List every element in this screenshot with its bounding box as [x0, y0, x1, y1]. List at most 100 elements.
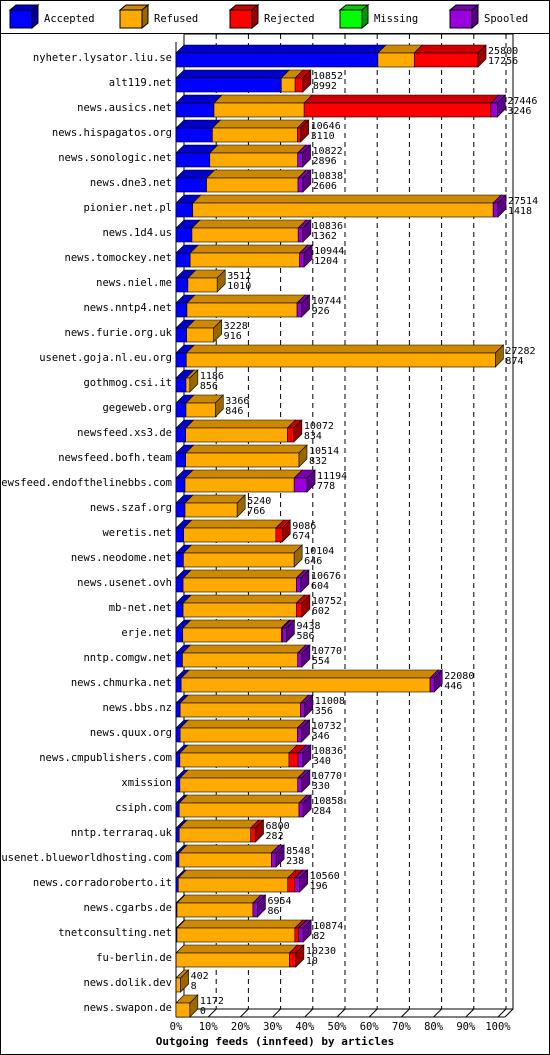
bar-segment	[175, 127, 213, 143]
bar-top	[180, 669, 439, 679]
y-tick-label: usenet.blueworldhosting.com	[1, 852, 172, 864]
bar-segment	[492, 202, 499, 218]
total-label: 3512	[227, 271, 251, 282]
bar-segment	[303, 102, 492, 118]
bar-segment	[209, 152, 299, 168]
bar-side	[302, 219, 312, 243]
legend-swatch	[119, 9, 143, 29]
bar-top	[182, 544, 303, 554]
x-tick-label: 50%	[328, 1021, 348, 1033]
bar-segment	[175, 527, 185, 543]
bar-segment	[297, 152, 303, 168]
bar-segment	[297, 127, 301, 143]
total-label: 10560	[310, 871, 340, 882]
bar-segment	[177, 877, 289, 893]
bar-segment	[175, 402, 187, 418]
accepted-label: 832	[309, 456, 327, 467]
y-tick-label: news.ausics.net	[77, 102, 172, 114]
legend-label: Rejected	[264, 13, 315, 25]
bar-segment	[191, 227, 299, 243]
bar-side	[180, 969, 189, 993]
y-tick-label: news.tomockey.net	[65, 252, 172, 264]
bar-side	[275, 844, 285, 868]
accepted-label: 356	[315, 706, 333, 717]
total-label: 3228	[224, 321, 248, 332]
total-label: 9086	[292, 521, 316, 532]
bar-top	[179, 694, 310, 704]
bar-segment	[186, 302, 298, 318]
accepted-label: 604	[311, 581, 329, 592]
legend-label: Spooled	[484, 13, 528, 25]
bar-side	[293, 419, 303, 443]
bar-segment	[176, 902, 254, 918]
bar-side	[477, 44, 487, 68]
bar-top	[177, 869, 297, 879]
accepted-label: 916	[224, 331, 242, 342]
y-tick-label: newsfeed.endofthelinebbs.com	[0, 477, 172, 489]
y-tick-label: news.cgarbs.de	[83, 902, 172, 914]
bar-segment	[183, 527, 277, 543]
bar-segment	[175, 702, 181, 718]
bar-segment	[280, 77, 296, 93]
total-label: 27514	[508, 196, 538, 207]
bar-side	[301, 594, 311, 618]
bar-segment	[185, 377, 191, 393]
bar-top	[182, 569, 306, 579]
legend-swatch	[9, 9, 33, 29]
bar-segment	[299, 252, 305, 268]
bar-segment	[429, 677, 435, 693]
bar-top	[175, 944, 299, 954]
bar-segment	[298, 927, 304, 943]
bar-segment	[175, 177, 207, 193]
bar-top	[186, 294, 306, 304]
y-tick-label: tnetconsulting.net	[58, 927, 172, 939]
accepted-label: 238	[286, 856, 304, 867]
total-label: 22080	[444, 671, 474, 682]
bar-side	[214, 394, 224, 418]
bar-segment	[175, 352, 187, 368]
bar-segment	[179, 777, 299, 793]
accepted-label: 586	[296, 631, 314, 642]
x-tick-label: 0%	[170, 1021, 183, 1033]
y-tick-label: pionier.net.pl	[83, 202, 172, 214]
y-tick-label: alt119.net	[109, 77, 172, 89]
y-tick-label: news.furie.org.uk	[65, 327, 173, 339]
bar-side	[302, 169, 312, 193]
accepted-label: 926	[312, 306, 330, 317]
x-tick	[465, 1008, 475, 1018]
accepted-label: 82	[313, 931, 325, 942]
bar-segment	[288, 752, 299, 768]
bar-side	[300, 119, 309, 143]
total-label: 27446	[507, 96, 537, 107]
total-label: 10732	[312, 721, 342, 732]
y-tick-label: newsfeed.bofh.team	[58, 452, 172, 464]
bar-segment	[175, 277, 189, 293]
x-tick	[433, 1008, 442, 1018]
bar-segment	[179, 752, 290, 768]
y-tick-label: news.hispagatos.org	[52, 127, 172, 139]
bar-side	[304, 694, 314, 718]
x-tick-label: 90%	[456, 1021, 476, 1033]
bar-segment	[175, 877, 179, 893]
bar-side	[301, 719, 310, 743]
x-tick	[207, 1008, 217, 1018]
bar-side	[299, 869, 308, 893]
accepted-label: 674	[292, 531, 310, 542]
bar-side	[302, 69, 312, 93]
x-tick	[401, 1008, 410, 1018]
accepted-label: 196	[310, 881, 328, 892]
bar-side	[298, 444, 308, 468]
bar-segment	[175, 827, 180, 843]
bar-top	[192, 194, 502, 204]
bar-segment	[175, 577, 184, 593]
accepted-label: 1204	[314, 256, 338, 267]
bar-top	[183, 519, 285, 529]
bar-segment	[175, 852, 180, 868]
bar-segment	[175, 102, 215, 118]
total-label: 10838	[313, 171, 343, 182]
bar-segment	[296, 577, 302, 593]
bar-side	[495, 344, 504, 368]
bar-segment	[250, 827, 256, 843]
total-label: 27282	[505, 346, 535, 357]
x-tick	[240, 1008, 249, 1018]
